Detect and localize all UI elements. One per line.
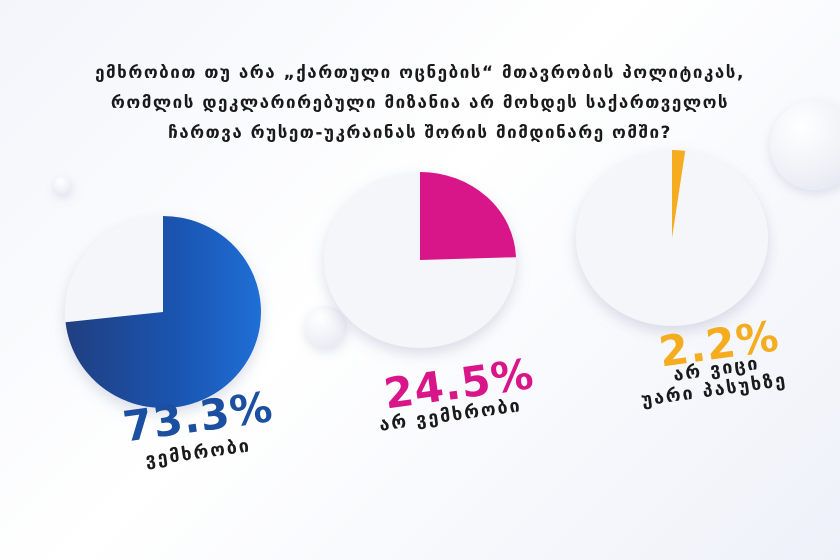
pie-unknown-slice (672, 150, 686, 238)
pie-oppose-slice (420, 171, 516, 260)
pie-support-slice (65, 216, 261, 409)
chart-title: ემხრობით თუ არა „ქართული ოცნების“ მთავრო… (40, 58, 800, 148)
decor-bubble-right (770, 100, 840, 190)
title-line-3: ჩართვა რუსეთ-უკრაინას შორის მიმდინარე ომ… (168, 123, 672, 143)
decor-bubble-mid (305, 306, 347, 348)
decor-bubble-small (54, 176, 72, 194)
title-line-2: რომლის დეკლარირებული მიზანია არ მოხდეს ს… (110, 93, 730, 113)
title-line-1: ემხრობით თუ არა „ქართული ოცნების“ მთავრო… (95, 63, 745, 83)
